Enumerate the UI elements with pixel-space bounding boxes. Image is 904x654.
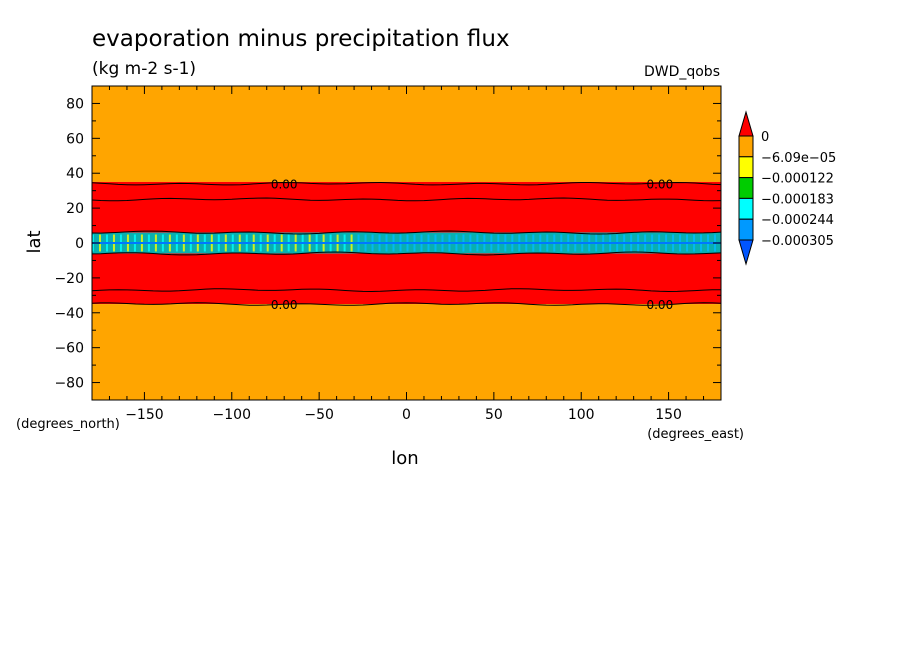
contour-line-2: [91, 230, 722, 235]
colorbar-segment: [738, 177, 754, 199]
band-3: [92, 253, 721, 305]
y-tick-label: −40: [54, 306, 84, 322]
contour-label: 0.00: [646, 178, 673, 192]
colorbar-legend: 0 −6.09e−05 −0.000122 −0.000183 −0.000244 −0.…: [738, 110, 836, 266]
colorbar-level-label: −0.000122: [761, 172, 834, 187]
colorbar-level-label: 0: [761, 130, 769, 145]
contour-label: 0.00: [271, 178, 298, 192]
contour-line-0: [91, 181, 722, 186]
y-tick-label: 40: [66, 166, 84, 182]
y-axis: 80 60 40 20 0 −20 −40 −60 −80: [54, 85, 721, 401]
x-tick-label: −100: [213, 407, 251, 423]
y-tick-label: −60: [54, 341, 84, 357]
colorbar-segment: [738, 135, 754, 158]
chart-subtitle: (kg m-2 s-1): [92, 59, 196, 79]
band-0: [92, 86, 721, 182]
y-tick-label: 0: [75, 236, 84, 252]
x-axis-units: (degrees_east): [647, 427, 744, 442]
y-tick-label: 20: [66, 201, 84, 217]
x-axis: −150 −100 −50 0 50 100 150: [91, 86, 722, 423]
y-tick-label: −20: [54, 271, 84, 287]
y-tick-label: 60: [66, 131, 84, 147]
colorbar-level-label: −0.000183: [761, 192, 834, 207]
band-4: [92, 304, 721, 400]
y-axis-units: (degrees_north): [16, 417, 120, 432]
colorbar-top-arrow: [738, 110, 754, 137]
contour-line-5: [91, 302, 722, 306]
x-tick-label: 50: [485, 407, 503, 423]
contour-line-1: [91, 197, 722, 202]
y-tick-label: −80: [54, 376, 84, 392]
contour-label: 0.00: [646, 298, 673, 312]
colorbar-level-label: −0.000244: [761, 213, 834, 228]
x-tick-label: 100: [568, 407, 595, 423]
plot-area: 0.00 0.00 0.00 0.00: [91, 85, 722, 401]
x-tick-label: 0: [402, 407, 411, 423]
x-tick-label: 150: [655, 407, 682, 423]
contour-label: 0.00: [271, 298, 298, 312]
band-1: [92, 181, 721, 233]
colorbar-level-label: −6.09e−05: [761, 151, 836, 166]
x-tick-label: −50: [304, 407, 334, 423]
dataset-label: DWD_qobs: [644, 64, 720, 80]
x-tick-label: −150: [125, 407, 163, 423]
contour-line-4: [91, 288, 722, 293]
y-tick-label: 80: [66, 96, 84, 112]
chart-title: evaporation minus precipitation flux: [92, 26, 510, 52]
contour-line-3: [91, 251, 722, 256]
colorbar-segment: [738, 218, 754, 241]
colorbar-segment: [738, 197, 754, 220]
y-axis-label: lat: [24, 230, 45, 253]
colorbar-bottom-arrow: [738, 239, 754, 266]
x-axis-label: lon: [391, 448, 418, 469]
colorbar-level-label: −0.000305: [761, 234, 834, 249]
colorbar-segment: [738, 156, 754, 179]
